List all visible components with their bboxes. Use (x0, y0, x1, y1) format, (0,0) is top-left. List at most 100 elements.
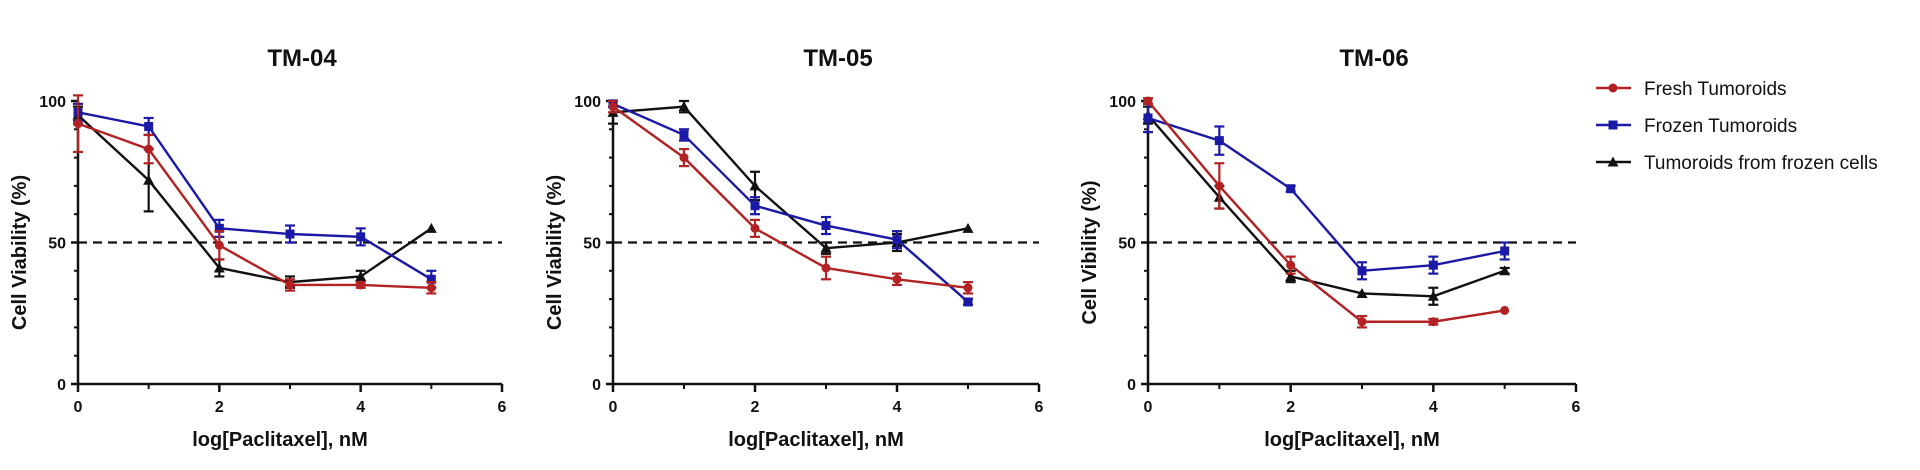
x-tick-label: 2 (751, 399, 760, 416)
series-frozen-tumoroids (73, 102, 437, 289)
data-point (1500, 305, 1510, 315)
series-line (77, 111, 432, 281)
legend-entry: Fresh Tumoroids (1596, 79, 1787, 100)
data-point (1214, 181, 1224, 191)
x-axis-label: log[Paclitaxel], nM (1264, 429, 1440, 451)
data-point (1500, 246, 1510, 256)
series-fresh-tumoroids (1143, 96, 1510, 329)
data-point (1499, 265, 1511, 276)
y-tick-label: 50 (583, 236, 601, 253)
legend-label: Tumoroids from frozen cells (1644, 153, 1878, 174)
data-point (355, 270, 367, 281)
data-point (678, 101, 690, 112)
data-point (214, 223, 224, 233)
data-point (892, 235, 902, 245)
series-tumoroids-from-frozen-cells (607, 99, 974, 255)
data-point (1356, 287, 1368, 298)
chart-panel-3: TM-06 0 50 100 0 2 4 6 log[Paclitaxel], nM Cell V… (1079, 45, 1581, 451)
y-axis-label: Cell Viability (%) (544, 175, 566, 330)
series-line (1147, 116, 1505, 273)
data-point (963, 297, 973, 307)
x-tick-label: 0 (609, 399, 618, 416)
y-tick-label: 0 (592, 377, 601, 394)
data-point (820, 242, 832, 253)
y-axis-label: Cell Viability (%) (9, 175, 31, 330)
data-point (1286, 184, 1296, 194)
legend: Fresh Tumoroids Frozen Tumoroids Tumoroids… (1596, 79, 1878, 174)
chart-panels: TM-04 0 50 100 0 2 4 6 log[Paclitaxel], nM Cell V… (9, 45, 1581, 451)
series-line (1147, 100, 1505, 323)
legend-entry: Tumoroids from frozen cells (1596, 153, 1878, 174)
data-point (679, 153, 689, 163)
y-tick-label: 50 (48, 236, 66, 253)
x-tick-label: 6 (1035, 399, 1044, 416)
legend-label: Fresh Tumoroids (1644, 79, 1787, 100)
y-tick-label: 0 (57, 377, 66, 394)
data-point (1357, 266, 1367, 276)
series-line (77, 114, 433, 284)
series-line (77, 122, 432, 289)
data-point (1427, 290, 1439, 301)
series-fresh-tumoroids (608, 99, 973, 295)
data-point (892, 274, 902, 284)
y-tick-label: 0 (1127, 377, 1136, 394)
x-tick-label: 0 (1144, 399, 1153, 416)
panel-title: TM-05 (803, 45, 872, 72)
data-point (426, 283, 436, 293)
data-point (821, 221, 831, 231)
series-fresh-tumoroids (73, 94, 437, 295)
x-tick-label: 2 (1286, 399, 1295, 416)
y-tick-label: 100 (39, 94, 66, 111)
legend-entry: Frozen Tumoroids (1596, 116, 1797, 137)
legend-marker (1607, 156, 1619, 167)
data-point (1286, 260, 1296, 270)
data-point (213, 262, 225, 273)
data-point (679, 130, 689, 140)
data-point (1357, 317, 1367, 327)
data-point (144, 121, 154, 131)
data-point (1143, 113, 1153, 123)
chart-panel-2: TM-05 0 50 100 0 2 4 6 log[Paclitaxel], nM Cell V… (544, 45, 1044, 451)
data-point (750, 201, 760, 211)
y-tick-label: 100 (1109, 94, 1136, 111)
x-tick-label: 6 (1572, 399, 1581, 416)
data-point (144, 144, 154, 154)
x-tick-label: 0 (74, 399, 83, 416)
panel-title: TM-06 (1339, 45, 1408, 72)
data-point (214, 240, 224, 250)
series-line (1147, 114, 1506, 298)
legend-marker (1608, 83, 1618, 93)
series-line (612, 105, 969, 250)
panel-title: TM-04 (267, 45, 337, 72)
legend-label: Frozen Tumoroids (1644, 116, 1797, 137)
data-point (143, 174, 155, 185)
x-tick-label: 6 (498, 399, 507, 416)
data-point (285, 229, 295, 239)
data-point (821, 263, 831, 273)
x-axis-label: log[Paclitaxel], nM (728, 429, 904, 451)
x-tick-label: 4 (1429, 399, 1438, 416)
data-point (1143, 96, 1153, 106)
series-frozen-tumoroids (608, 99, 973, 307)
data-point (608, 102, 618, 112)
data-point (73, 119, 83, 129)
series-tumoroids-from-frozen-cells (72, 105, 437, 289)
y-axis-label: Cell Vibility (%) (1079, 180, 1101, 324)
legend-marker (1608, 120, 1618, 130)
data-point (426, 274, 436, 284)
data-point (1285, 270, 1297, 281)
data-point (963, 283, 973, 293)
data-point (425, 222, 437, 233)
y-tick-label: 100 (574, 94, 601, 111)
data-point (285, 280, 295, 290)
series-frozen-tumoroids (1143, 102, 1510, 281)
data-point (356, 280, 366, 290)
series-tumoroids-from-frozen-cells (1142, 105, 1511, 306)
data-point (1428, 317, 1438, 327)
x-tick-label: 4 (356, 399, 365, 416)
y-tick-label: 50 (1118, 236, 1136, 253)
data-point (749, 180, 761, 191)
x-tick-label: 2 (215, 399, 224, 416)
x-tick-label: 4 (893, 399, 902, 416)
